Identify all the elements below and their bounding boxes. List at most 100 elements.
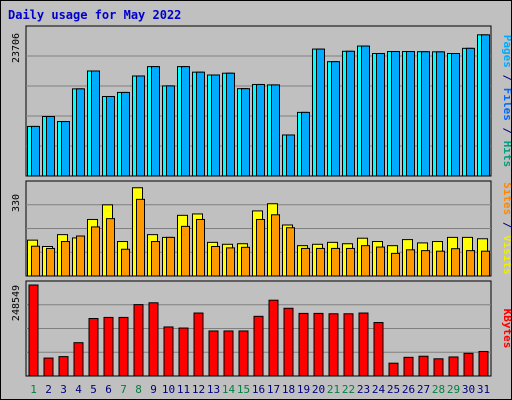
bar-kbytes-kbytes-day-23 [358,312,369,377]
bar-visits-sites-day-19 [301,247,310,277]
bar-visits-sites-day-16 [256,218,265,277]
bar-hits-files-day-9 [151,66,160,177]
bar-visits-sites-day-21 [331,247,340,277]
x-tick-label-day-29: 29 [447,383,460,396]
x-tick-label-day-13: 13 [207,383,220,396]
panel-kbytes-side-label-part-0: KBytes [501,309,511,349]
bar-kbytes-kbytes-day-1 [28,284,39,377]
x-tick-label-day-21: 21 [327,383,340,396]
bar-visits-sites-day-25 [391,252,400,277]
bar-hits-files-day-17 [271,84,280,177]
bar-hits-files-day-1 [31,125,40,177]
bar-visits-sites-day-11 [181,225,190,277]
panel-hits-side-label-part-0: Pages [501,35,511,68]
x-tick-label-day-5: 5 [90,383,97,396]
x-tick-label-day-16: 16 [252,383,265,396]
x-tick-label-day-28: 28 [432,383,445,396]
panel-visits-side-label-part-2: Visits [501,235,511,275]
x-tick-label-day-18: 18 [282,383,295,396]
panel-hits-side-label-part-2: Files [501,88,511,121]
bar-visits-sites-day-13 [211,245,220,277]
bar-visits-sites-day-1 [31,245,40,277]
x-tick-label-day-24: 24 [372,383,386,396]
x-tick-label-day-8: 8 [135,383,142,396]
bar-hits-files-day-2 [46,116,55,177]
bar-hits-files-day-29 [451,53,460,177]
bar-kbytes-kbytes-day-8 [133,304,144,377]
bar-visits-sites-day-14 [226,247,235,277]
bar-kbytes-kbytes-day-17 [268,299,279,377]
panel-visits: 330 Sites / Visits [11,180,511,277]
bar-kbytes-kbytes-day-25 [388,362,399,377]
bar-kbytes-kbytes-day-19 [298,312,309,377]
x-tick-label-day-10: 10 [162,383,175,396]
bar-kbytes-kbytes-day-27 [418,355,429,377]
bar-kbytes-kbytes-day-18 [283,307,294,377]
chart-title: Daily usage for May 2022 [8,8,182,22]
bar-hits-files-day-4 [76,88,85,177]
x-tick-label-day-1: 1 [30,383,37,396]
panel-hits-side-label-part-3: / [501,121,511,141]
panel-kbytes-side-label: KBytes [501,309,511,349]
bar-kbytes-kbytes-day-2 [43,357,54,377]
x-tick-label-day-11: 11 [177,383,190,396]
panel-kbytes: 248549 KBytes [11,280,511,377]
bar-visits-sites-day-5 [91,226,100,277]
bar-hits-files-day-28 [436,51,445,177]
x-tick-label-day-27: 27 [417,383,430,396]
x-tick-label-day-3: 3 [60,383,67,396]
panel-visits-side-label: Sites / Visits [501,182,511,275]
bar-kbytes-kbytes-day-16 [253,315,264,377]
bar-kbytes-kbytes-day-31 [478,350,489,377]
bar-kbytes-kbytes-day-24 [373,322,384,377]
bar-visits-sites-day-9 [151,241,160,277]
bar-hits-files-day-19 [301,111,310,177]
bar-hits-files-day-21 [331,61,340,177]
bar-visits-sites-day-24 [376,246,385,277]
bar-visits-sites-day-29 [451,248,460,277]
bar-visits-sites-day-23 [361,245,370,277]
bar-hits-files-day-25 [391,51,400,177]
bar-kbytes-kbytes-day-9 [148,302,159,377]
bar-kbytes-kbytes-day-22 [343,313,354,377]
panel-visits-side-label-part-0: Sites [501,182,511,215]
bar-hits-files-day-7 [121,91,130,177]
x-tick-label-day-20: 20 [312,383,325,396]
bar-kbytes-kbytes-day-11 [178,327,189,377]
bar-kbytes-kbytes-day-28 [433,358,444,377]
bar-visits-sites-day-4 [76,235,85,277]
bar-hits-files-day-3 [61,121,70,177]
bar-hits-files-day-8 [136,75,145,177]
x-tick-label-day-25: 25 [387,383,400,396]
bar-hits-files-day-12 [196,71,205,177]
bar-kbytes-kbytes-day-15 [238,330,249,377]
bar-kbytes-kbytes-day-14 [223,330,234,377]
panel-hits: 23706 Pages / Files / Hits [11,25,511,177]
bar-kbytes-kbytes-day-12 [193,312,204,377]
bar-hits-files-day-11 [181,66,190,177]
bar-hits-files-day-5 [91,70,100,177]
bar-kbytes-kbytes-day-10 [163,326,174,377]
bar-visits-sites-day-12 [196,218,205,277]
x-tick-label-day-4: 4 [75,383,82,396]
bar-kbytes-kbytes-day-7 [118,316,129,377]
panel-hits-side-label-part-4: Hits [501,141,511,168]
bar-visits-sites-day-10 [166,236,175,277]
bar-visits-sites-day-26 [406,249,415,277]
bar-kbytes-kbytes-day-30 [463,352,474,377]
bar-hits-files-day-10 [166,85,175,177]
panel-hits-side-label: Pages / Files / Hits [501,35,511,168]
bar-visits-sites-day-8 [136,198,145,277]
bar-kbytes-kbytes-day-21 [328,313,339,377]
bar-visits-sites-day-18 [286,227,295,277]
bar-kbytes-kbytes-day-6 [103,316,114,377]
x-tick-label-day-23: 23 [357,383,370,396]
bar-visits-sites-day-27 [421,250,430,277]
bar-hits-files-day-14 [226,72,235,177]
x-tick-label-day-14: 14 [222,383,236,396]
bar-hits-files-day-30 [466,47,475,177]
x-tick-label-day-19: 19 [297,383,310,396]
panel-hits-side-label-part-1: / [501,68,511,88]
x-tick-label-day-2: 2 [45,383,52,396]
x-tick-label-day-17: 17 [267,383,280,396]
